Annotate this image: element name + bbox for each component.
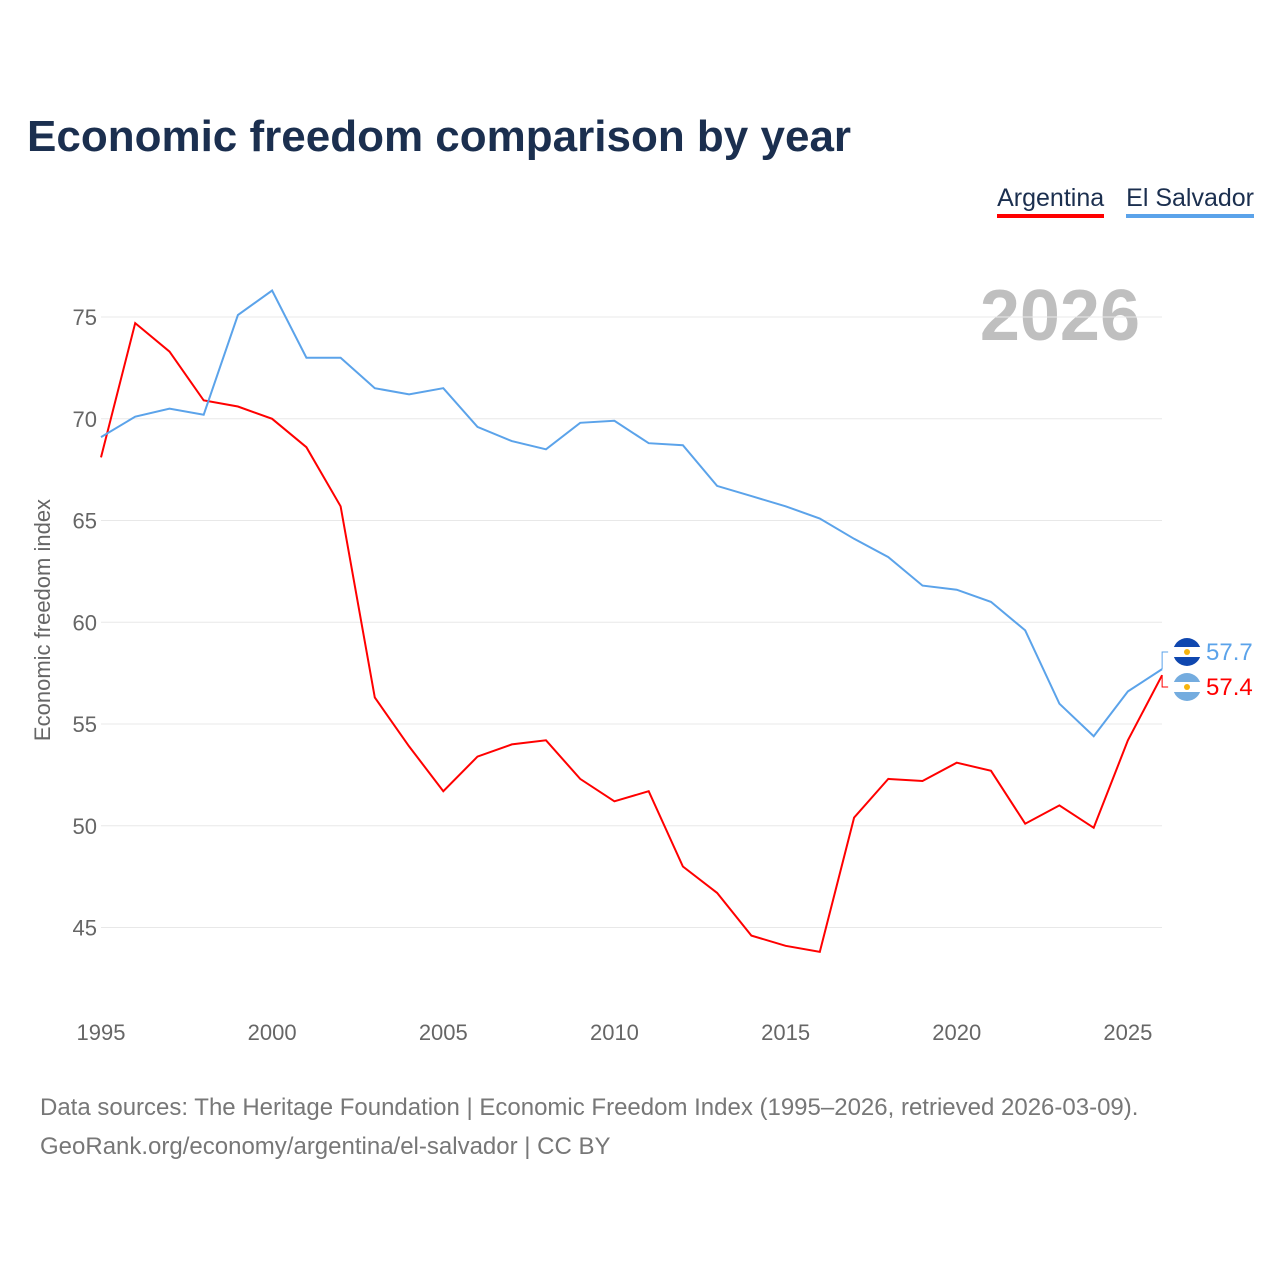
x-tick-label: 1995	[77, 1020, 126, 1045]
footer: Data sources: The Heritage Foundation | …	[40, 1088, 1138, 1166]
y-tick-label: 45	[73, 916, 97, 941]
legend: Argentina El Salvador	[997, 184, 1254, 218]
flag-el-salvador-icon	[1173, 638, 1201, 666]
series-line-argentina	[100, 321, 1163, 954]
x-tick-label: 2025	[1103, 1020, 1152, 1045]
x-tick-label: 2000	[248, 1020, 297, 1045]
y-tick-label: 55	[73, 712, 97, 737]
footer-link[interactable]: GeoRank.org/economy/argentina/el-salvado…	[40, 1133, 611, 1160]
chart-title: Economic freedom comparison by year	[27, 112, 852, 161]
y-tick-label: 75	[73, 305, 97, 330]
end-value-label: 57.7	[1206, 639, 1253, 666]
x-tick-label: 2010	[590, 1020, 639, 1045]
y-tick-label: 70	[73, 407, 97, 432]
footer-sources: Data sources: The Heritage Foundation | …	[40, 1094, 1139, 1121]
end-value-label: 57.4	[1206, 674, 1253, 701]
y-tick-label: 50	[73, 814, 97, 839]
y-tick-label: 60	[73, 610, 97, 635]
y-axis-label: Economic freedom index	[30, 499, 55, 741]
x-tick-label: 2020	[932, 1020, 981, 1045]
legend-argentina[interactable]: Argentina	[997, 184, 1105, 218]
x-tick-label: 2005	[419, 1020, 468, 1045]
end-label-connector	[1161, 651, 1169, 670]
flag-argentina-icon	[1173, 673, 1201, 701]
year-watermark: 2026	[980, 276, 1140, 356]
x-tick-label: 2015	[761, 1020, 810, 1045]
series-line-el-salvador	[100, 289, 1163, 738]
y-tick-label: 65	[73, 509, 97, 534]
end-label-connector	[1161, 675, 1169, 688]
legend-el-salvador[interactable]: El Salvador	[1126, 184, 1254, 218]
